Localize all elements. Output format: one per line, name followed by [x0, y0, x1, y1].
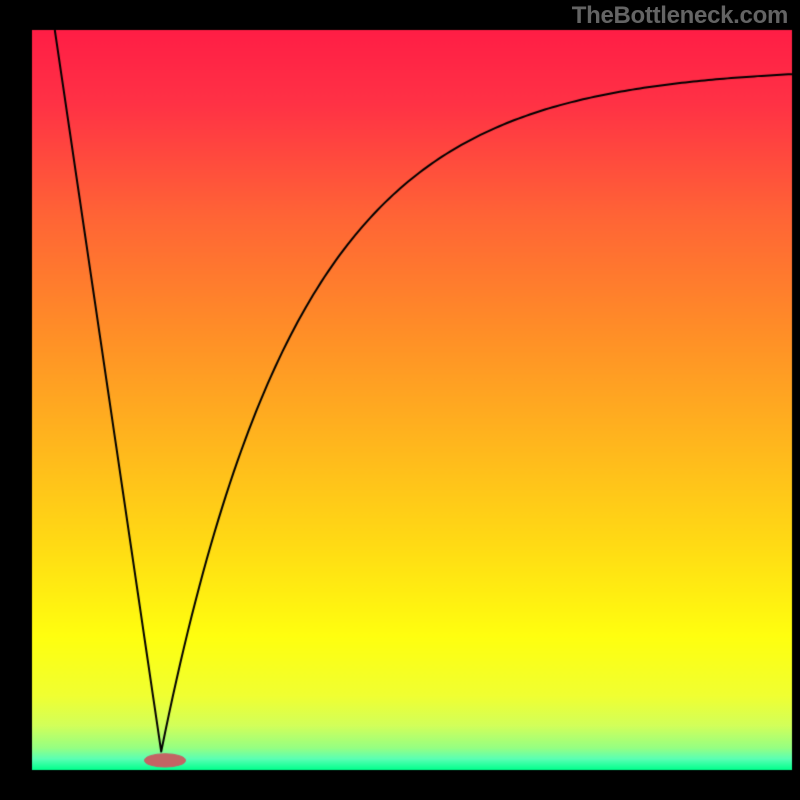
bottleneck-chart: [0, 0, 800, 800]
chart-container: TheBottleneck.com: [0, 0, 800, 800]
watermark-label: TheBottleneck.com: [572, 2, 788, 30]
